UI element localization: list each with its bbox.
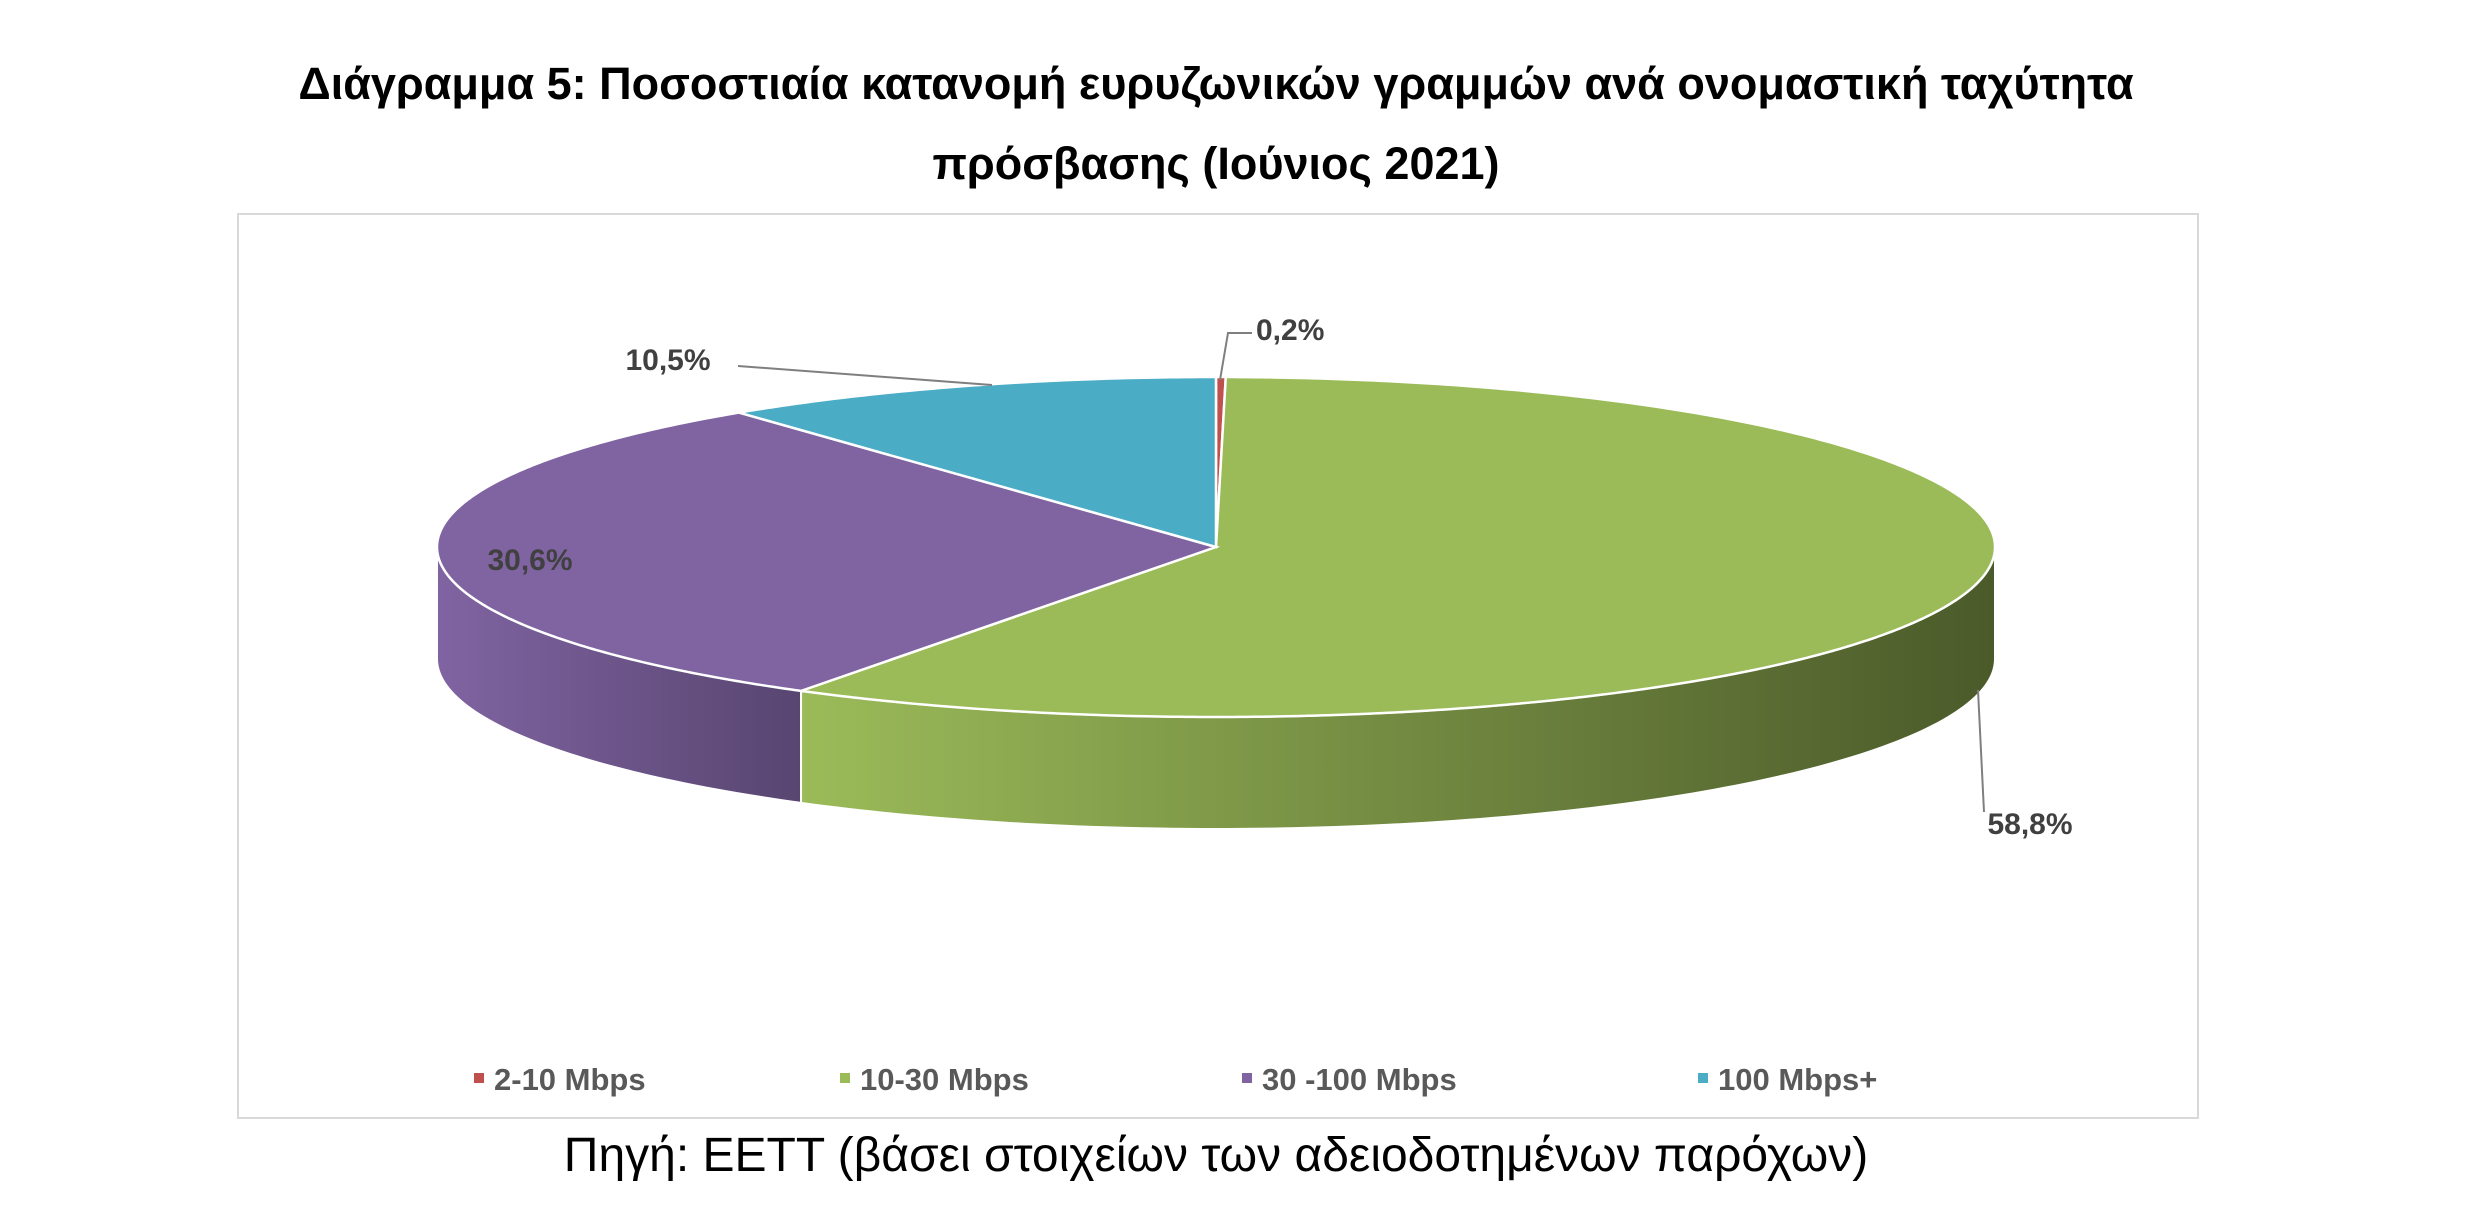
chart-title: Διάγραμμα 5: Ποσοστιαία κατανομή ευρυζων…	[0, 44, 2432, 204]
legend-marker	[1698, 1073, 1708, 1083]
pie-tops	[435, 375, 1997, 719]
legend-marker	[474, 1073, 484, 1083]
source-note: Πηγή: ΕΕΤΤ (βάσει στοιχείων των αδειοδοτ…	[563, 1129, 1869, 1182]
legend-marker	[840, 1073, 850, 1083]
legend-label: 10-30 Mbps	[860, 1062, 1029, 1097]
legend-label: 2-10 Mbps	[494, 1062, 646, 1097]
leader-line	[1977, 689, 1985, 813]
data-label: 58,8%	[1987, 808, 2072, 841]
data-label: 10,5%	[625, 344, 710, 377]
leader-line	[1219, 332, 1252, 381]
legend-label: 100 Mbps+	[1718, 1062, 1877, 1097]
title-line-2: πρόσβασης (Ιούνιος 2021)	[932, 138, 1500, 189]
pie-slice-30-100-mbps	[435, 411, 1221, 693]
pie-slice-10-30-mbps	[800, 375, 1997, 719]
data-label: 0,2%	[1256, 314, 1324, 347]
data-labels: 0,2% 58,8% 30,6% 10,5%	[487, 314, 2072, 841]
legend-label: 30 -100 Mbps	[1262, 1062, 1457, 1097]
leader-line	[737, 365, 993, 386]
title-line-1: Διάγραμμα 5: Ποσοστιαία κατανομή ευρυζων…	[298, 58, 2134, 109]
chart-area	[237, 213, 2199, 1119]
legend: 2-10 Mbps 10-30 Mbps 30 -100 Mbps 100 Mbps+	[474, 1062, 1877, 1097]
leader-lines	[737, 332, 1985, 813]
legend-marker	[1242, 1073, 1252, 1083]
data-label: 30,6%	[487, 544, 572, 577]
pie-slice-100-mbps-	[738, 375, 1218, 549]
